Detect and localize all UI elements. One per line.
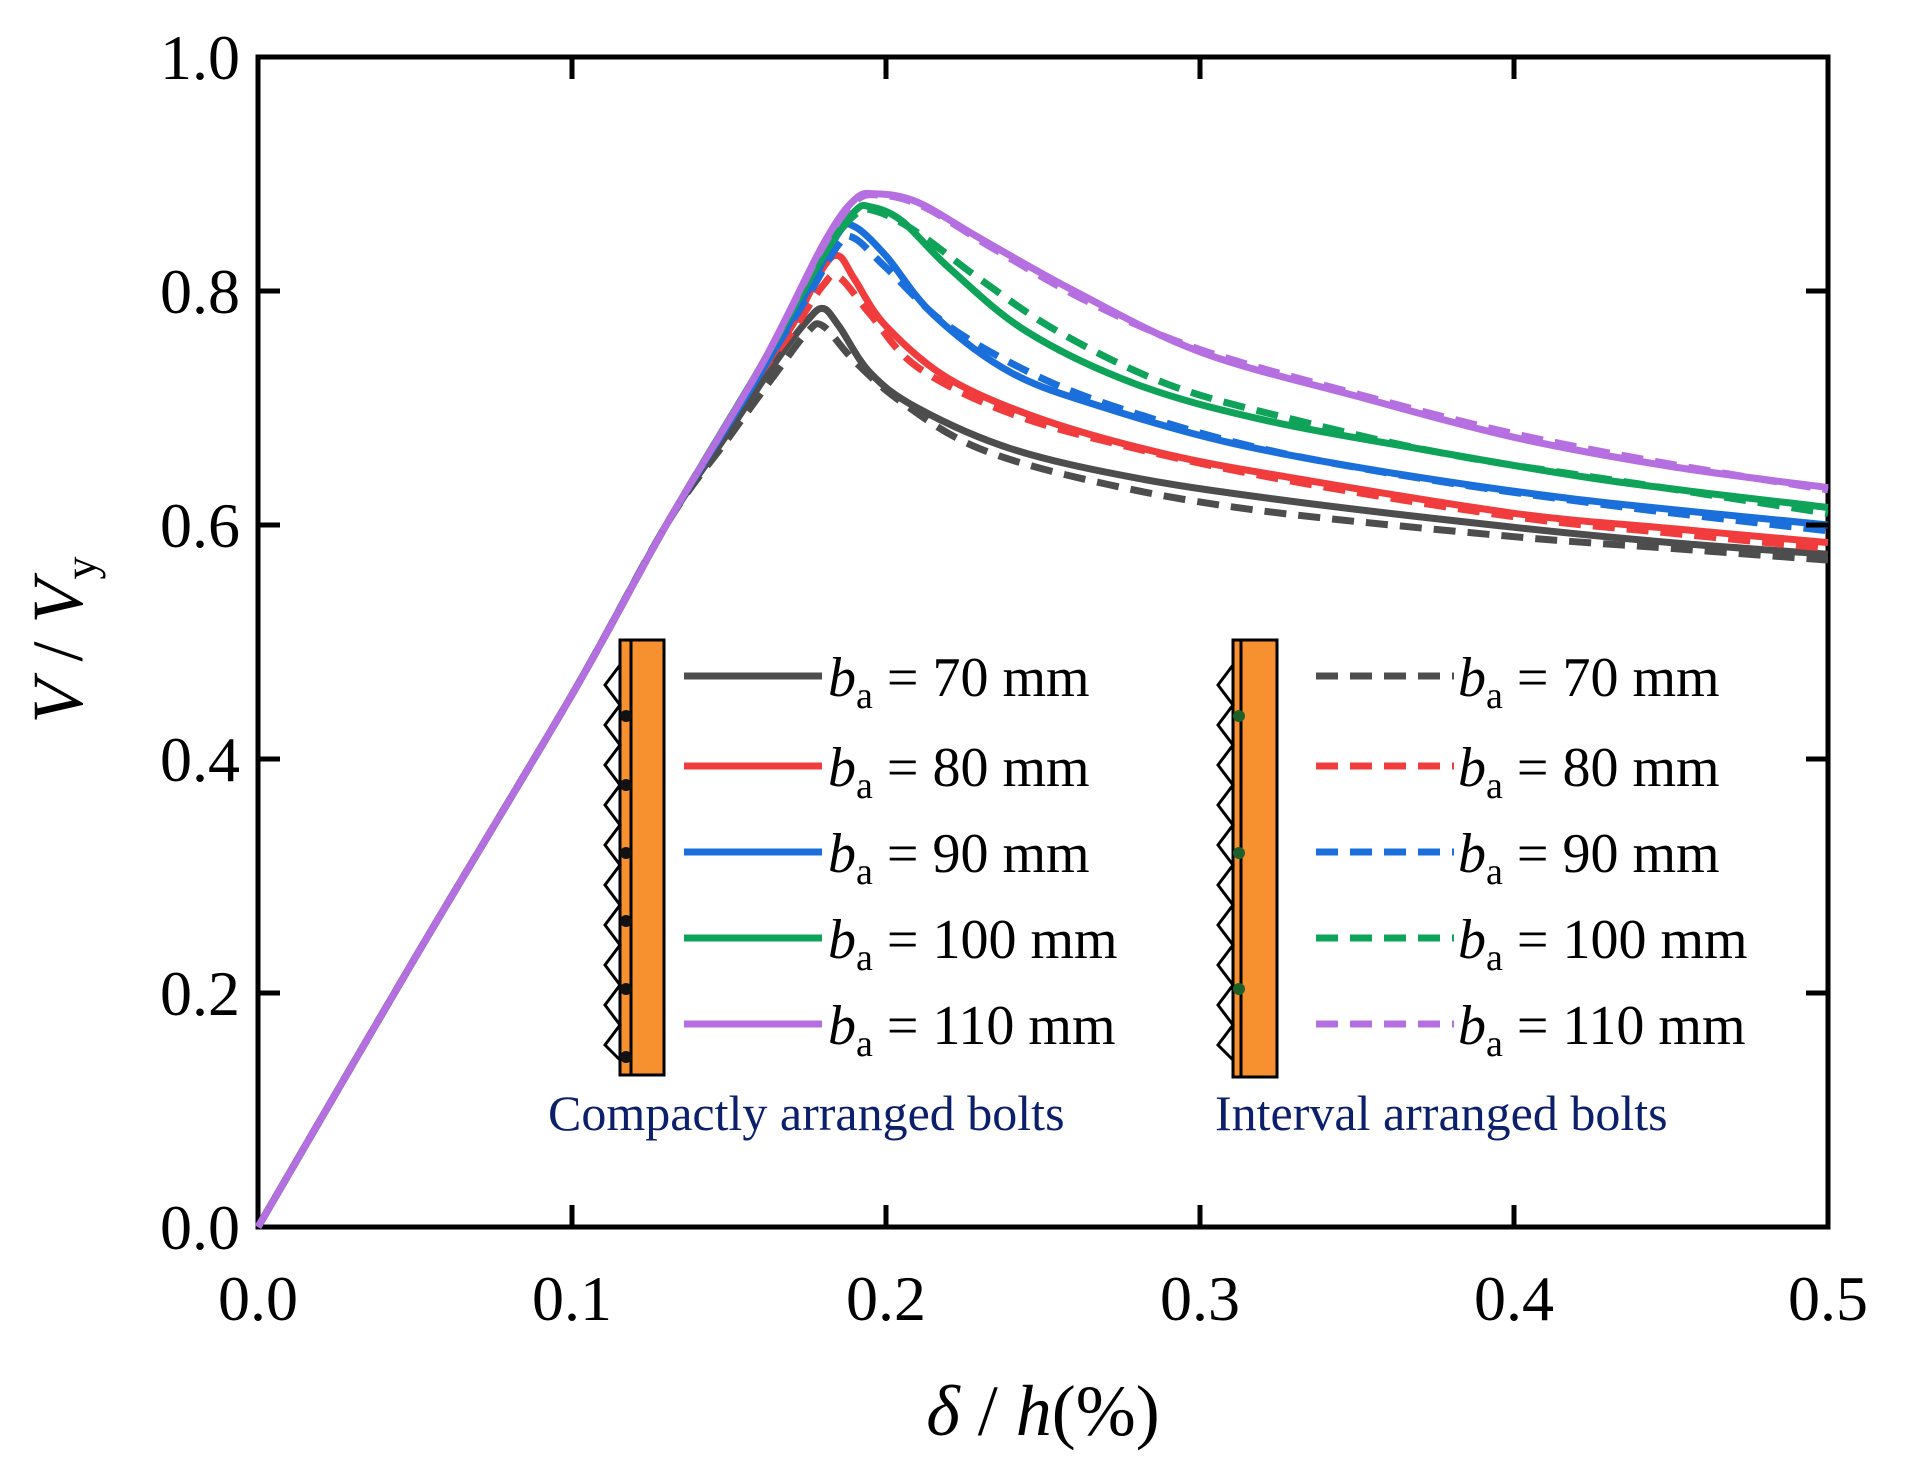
series-line-2 [254, 220, 1829, 1229]
legend-compact: ba = 70 mm ba = 80 mm ba = 90 mm ba = 100 m… [548, 638, 1118, 1141]
legend-label-1-2: ba = 90 mm [1458, 823, 1720, 893]
compact-bolt-diagram-icon [603, 638, 666, 1077]
x-tick-label-2: 0.2 [846, 1263, 926, 1334]
y-tick-label-5: 1.0 [160, 22, 240, 93]
legend-label-1-1: ba = 80 mm [1458, 737, 1720, 807]
y-axis-title: V / Vy [18, 557, 106, 724]
caption-interval: Interval arranged bolts [1215, 1085, 1668, 1141]
legend-label-0-2: ba = 90 mm [828, 823, 1090, 893]
series-line-8 [254, 205, 1829, 1229]
x-tick-label-5: 0.5 [1788, 1263, 1868, 1334]
legend-label-0-0: ba = 70 mm [828, 647, 1090, 717]
x-axis-title: δ / h(%) [926, 1371, 1159, 1451]
y-tick-label-1: 0.2 [160, 958, 240, 1029]
tick-layer: 0.0 0.1 0.2 0.3 0.4 0.5 0.0 0.2 0.4 0.6 0.8 1.0 [160, 22, 1868, 1334]
caption-compact: Compactly arranged bolts [548, 1085, 1065, 1141]
x-tick-label-3: 0.3 [1160, 1263, 1240, 1334]
series-line-9 [254, 191, 1829, 1229]
legend-label-1-4: ba = 110 mm [1458, 995, 1746, 1065]
y-tick-label-0: 0.0 [160, 1192, 240, 1263]
x-tick-label-4: 0.4 [1474, 1263, 1554, 1334]
y-tick-label-3: 0.6 [160, 490, 240, 561]
legend-entries-interval: ba = 70 mm ba = 80 mm ba = 90 mm ba = 100 m… [1316, 647, 1748, 1065]
series-line-7 [254, 232, 1829, 1229]
legend-label-1-3: ba = 100 mm [1458, 909, 1748, 979]
y-tick-label-2: 0.4 [160, 724, 240, 795]
legend-entries-compact: ba = 70 mm ba = 80 mm ba = 90 mm ba = 100 m… [684, 647, 1118, 1065]
series-layer [254, 189, 1829, 1229]
legend-label-0-1: ba = 80 mm [828, 737, 1090, 807]
plot-frame [255, 54, 1831, 1230]
x-tick-label-1: 0.1 [532, 1263, 612, 1334]
y-tick-label-4: 0.8 [160, 256, 240, 327]
interval-bolt-diagram-icon [1216, 638, 1279, 1079]
legend-interval: ba = 70 mm ba = 80 mm ba = 90 mm ba = 100 m… [1215, 638, 1748, 1141]
series-line-3 [254, 201, 1829, 1229]
series-line-4 [254, 189, 1829, 1229]
legend-label-0-4: ba = 110 mm [828, 995, 1116, 1065]
x-tick-label-0: 0.0 [218, 1263, 298, 1334]
legend-label-0-3: ba = 100 mm [828, 909, 1118, 979]
legend-label-1-0: ba = 70 mm [1458, 647, 1720, 717]
